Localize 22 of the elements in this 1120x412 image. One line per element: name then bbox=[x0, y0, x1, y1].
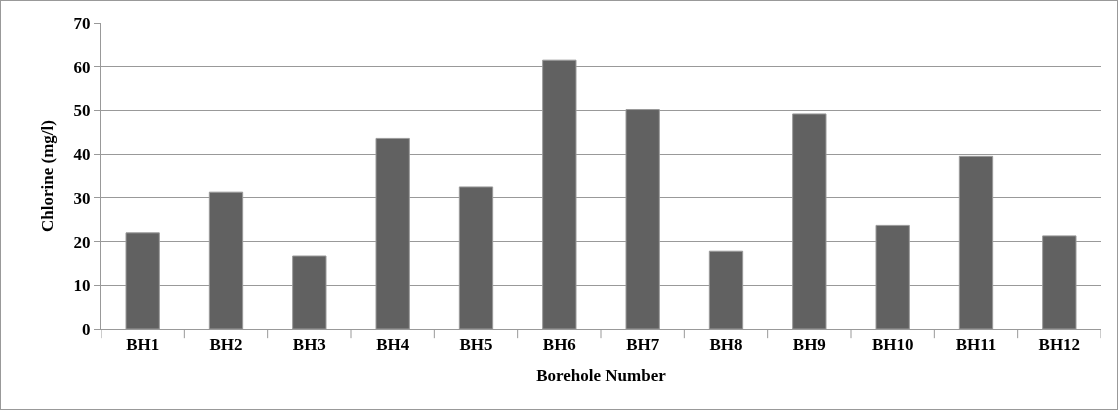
x-tick-label: BH2 bbox=[209, 335, 243, 355]
x-tick-label: BH5 bbox=[459, 335, 493, 355]
y-tick-label: 20 bbox=[73, 232, 91, 252]
x-tick-label: BH7 bbox=[626, 335, 660, 355]
x-tick-label: BH8 bbox=[709, 335, 743, 355]
y-tick-label: 70 bbox=[73, 13, 91, 33]
y-tick-label: 50 bbox=[73, 101, 91, 121]
x-axis-title: Borehole Number bbox=[536, 365, 667, 385]
x-tick-label: BH11 bbox=[955, 335, 997, 355]
x-tick-label: BH3 bbox=[292, 335, 326, 355]
y-axis-title: Chlorine (mg/l) bbox=[38, 120, 58, 232]
y-tick-label: 10 bbox=[73, 276, 91, 296]
x-tick-label: BH1 bbox=[126, 335, 160, 355]
y-tick-label: 30 bbox=[73, 188, 91, 208]
x-tick-label: BH4 bbox=[376, 335, 410, 355]
x-tick-label: BH9 bbox=[792, 335, 826, 355]
y-tick-label: 60 bbox=[73, 57, 91, 77]
y-tick-label: 0 bbox=[82, 319, 91, 339]
y-tick-label: 40 bbox=[73, 145, 91, 165]
x-tick-label: BH10 bbox=[871, 335, 914, 355]
x-tick-label: BH6 bbox=[542, 335, 576, 355]
x-tick-label: BH12 bbox=[1038, 335, 1081, 355]
